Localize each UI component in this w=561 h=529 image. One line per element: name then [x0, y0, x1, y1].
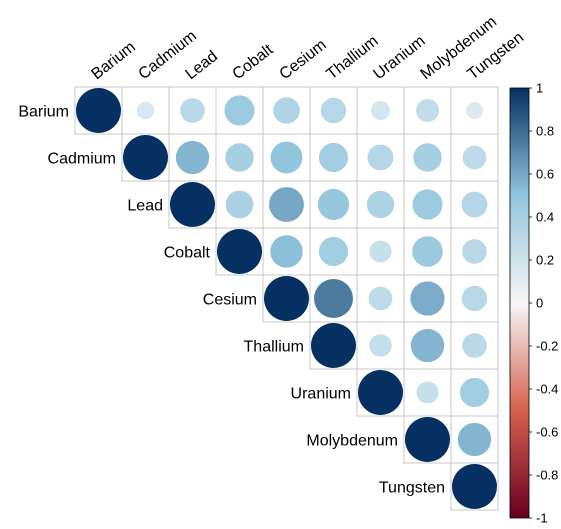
- grid-cell: [450, 321, 499, 370]
- correlation-circle-barium-cesium: [273, 97, 300, 124]
- correlation-circle-molybdenum-molybdenum: [405, 417, 450, 462]
- correlation-circle-lead-tungsten: [461, 191, 488, 218]
- column-label: Thallium: [323, 33, 381, 84]
- colorbar-tick-label: -0.2: [536, 339, 558, 354]
- correlation-circle-cesium-uranium: [368, 286, 393, 311]
- correlation-circle-cobalt-tungsten: [462, 239, 487, 264]
- correlation-circle-cadmium-tungsten: [462, 145, 487, 170]
- correlation-circle-uranium-uranium: [358, 370, 403, 415]
- correlation-circle-cadmium-uranium: [367, 144, 394, 171]
- correlation-circle-barium-molybdenum: [416, 99, 439, 122]
- row-labels: Barium Cadmium Lead Cobalt Cesium Thallium Ura…: [18, 104, 445, 497]
- row-label: Uranium: [291, 386, 351, 403]
- row-label: Tungsten: [379, 480, 445, 497]
- colorbar-tick-label: 0.8: [536, 124, 554, 139]
- row-label: Barium: [18, 104, 69, 121]
- correlation-circle-lead-thallium: [317, 188, 350, 221]
- correlation-circle-thallium-thallium: [311, 323, 356, 368]
- correlation-circle-cesium-molybdenum: [410, 281, 445, 316]
- grid-cell: [403, 86, 452, 135]
- row-label: Lead: [127, 198, 163, 215]
- correlation-circle-barium-cadmium: [136, 101, 155, 120]
- correlation-circle-barium-thallium: [320, 97, 347, 124]
- correlation-circle-thallium-uranium: [369, 334, 392, 357]
- correlation-circle-uranium-tungsten: [459, 377, 490, 408]
- correlation-circle-cadmium-lead: [175, 140, 210, 175]
- correlation-circle-lead-cobalt: [225, 190, 254, 219]
- correlation-circle-thallium-molybdenum: [410, 328, 445, 363]
- correlation-circle-barium-lead: [180, 98, 205, 123]
- correlation-circle-barium-cobalt: [224, 95, 255, 126]
- correlation-circle-cadmium-cobalt: [225, 143, 254, 172]
- grid-cell: [356, 180, 405, 229]
- row-label: Thallium: [244, 339, 304, 356]
- correlation-circle-cadmium-thallium: [318, 142, 349, 173]
- correlation-circle-thallium-tungsten: [462, 333, 487, 358]
- correlation-circle-cobalt-uranium: [369, 240, 392, 263]
- row-label: Cesium: [203, 292, 257, 309]
- colorbar-tick-label: 0.6: [536, 167, 554, 182]
- correlation-circle-cobalt-cobalt: [217, 229, 262, 274]
- correlation-circle-cadmium-molybdenum: [413, 143, 442, 172]
- colorbar-gradient: [509, 87, 530, 519]
- correlation-circle-cobalt-thallium: [318, 236, 349, 267]
- correlation-circle-cadmium-cesium: [270, 141, 303, 174]
- colorbar-tick-label: 0: [536, 296, 543, 311]
- colorbar-tick-label: 0.2: [536, 253, 554, 268]
- colorbar-tick-label: 0.4: [536, 210, 554, 225]
- colorbar: 1 0.8 0.6 0.4 0.2 0 -0.2 -0.4 -0.6 -0.8 -1: [509, 81, 558, 526]
- correlation-circle-lead-molybdenum: [412, 189, 443, 220]
- correlation-circle-barium-uranium: [370, 100, 391, 121]
- colorbar-tick-label: 1: [536, 81, 543, 96]
- row-label: Cadmium: [48, 151, 116, 168]
- row-label: Cobalt: [164, 245, 211, 262]
- correlation-circle-barium-barium: [76, 88, 121, 133]
- circle-layer: [76, 88, 497, 509]
- colorbar-tick-label: -0.6: [536, 425, 558, 440]
- correlation-circle-uranium-molybdenum: [416, 381, 439, 404]
- colorbar-tick-label: -1: [536, 511, 548, 526]
- colorbar-tick-label: -0.8: [536, 468, 558, 483]
- correlation-circle-cesium-thallium: [314, 279, 353, 318]
- correlation-circle-lead-cesium: [269, 187, 304, 222]
- correlation-circle-cobalt-cesium: [270, 235, 303, 268]
- correlation-circle-barium-tungsten: [466, 102, 483, 119]
- correlation-circle-molybdenum-tungsten: [457, 422, 492, 457]
- column-label: Lead: [182, 48, 221, 83]
- correlation-circle-cesium-tungsten: [461, 285, 488, 312]
- column-label: Uranium: [370, 33, 428, 84]
- correlation-circle-tungsten-tungsten: [452, 464, 497, 509]
- row-label: Molybdenum: [306, 433, 398, 450]
- correlation-circle-cesium-cesium: [264, 276, 309, 321]
- colorbar-tick-label: -0.4: [536, 382, 558, 397]
- grid-cell: [309, 133, 358, 182]
- correlation-circle-lead-uranium: [366, 190, 395, 219]
- column-label: Cesium: [276, 36, 329, 83]
- column-label: Barium: [88, 39, 138, 84]
- column-label: Cobalt: [229, 41, 276, 83]
- correlation-circle-cobalt-molybdenum: [412, 236, 443, 267]
- correlation-circle-lead-lead: [170, 182, 215, 227]
- correlation-circle-cadmium-cadmium: [123, 135, 168, 180]
